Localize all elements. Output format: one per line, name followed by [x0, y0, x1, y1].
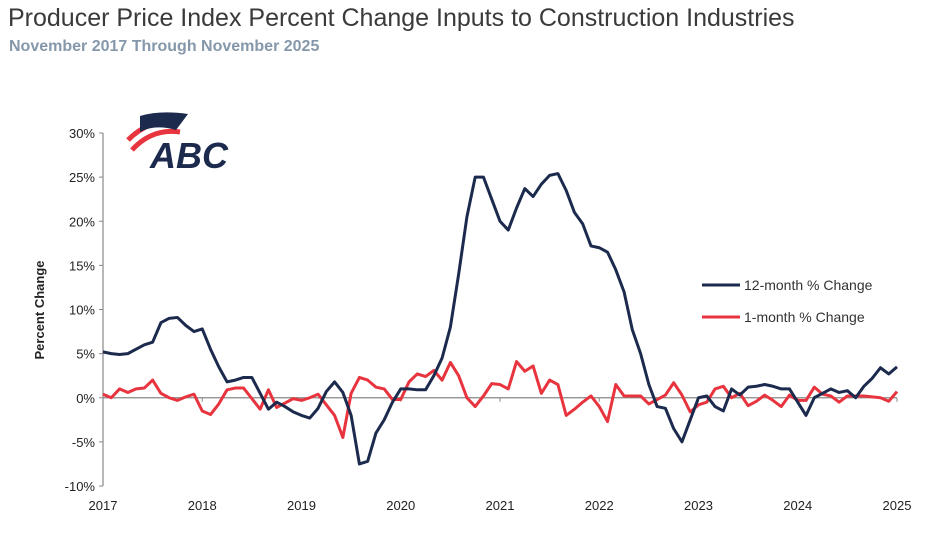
abc-logo-text: ABC	[149, 135, 229, 176]
series-line-12-month	[102, 172, 898, 466]
y-tick-label: 0%	[76, 391, 95, 406]
y-tick-label: 30%	[69, 126, 95, 141]
legend-label: 1-month % Change	[744, 309, 865, 325]
legend-label: 12-month % Change	[744, 277, 873, 293]
y-tick-label: 15%	[69, 258, 95, 273]
y-axis-label: Percent Change	[32, 261, 47, 360]
x-tick-label: 2023	[684, 498, 713, 513]
x-tick-label: 2025	[883, 498, 912, 513]
y-tick-label: -10%	[65, 479, 96, 494]
y-tick-label: 5%	[76, 347, 95, 362]
abc-logo: ABC	[126, 112, 229, 176]
x-tick-label: 2019	[287, 498, 316, 513]
y-tick-label: 10%	[69, 303, 95, 318]
x-tick-label: 2020	[386, 498, 415, 513]
x-tick-label: 2024	[783, 498, 812, 513]
x-tick-label: 2018	[188, 498, 217, 513]
chart-title: Producer Price Index Percent Change Inpu…	[8, 4, 795, 32]
series-line-1-month	[102, 360, 899, 439]
y-tick-label: -5%	[72, 435, 96, 450]
y-tick-label: 20%	[69, 214, 95, 229]
chart-subtitle: November 2017 Through November 2025	[9, 38, 320, 55]
y-tick-label: 25%	[69, 170, 95, 185]
x-tick-label: 2022	[585, 498, 614, 513]
x-tick-label: 2017	[89, 498, 118, 513]
x-tick-label: 2021	[486, 498, 515, 513]
